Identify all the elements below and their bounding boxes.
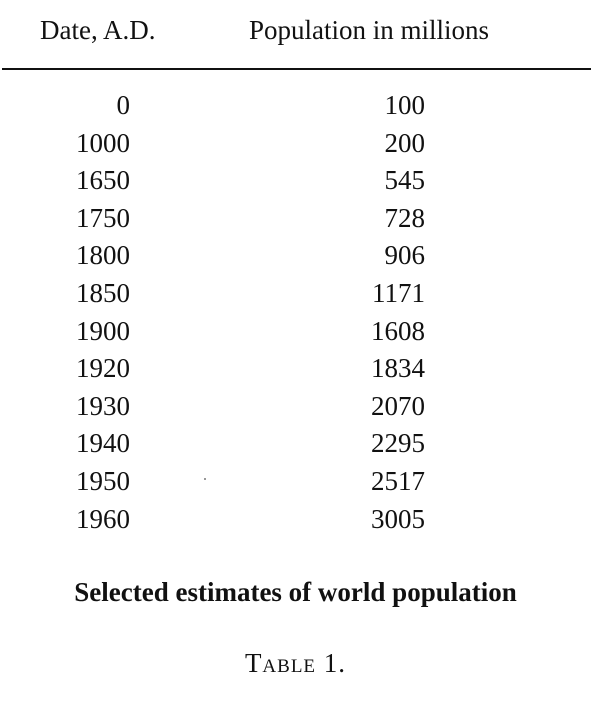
row-population: 200: [384, 127, 426, 158]
row-date: 1960: [76, 503, 130, 534]
table-row: 1920 1834: [0, 350, 591, 388]
row-date: 1930: [76, 390, 130, 421]
column-header-population: Population in millions: [249, 15, 490, 45]
table-row: 1960 3005: [0, 501, 591, 539]
row-date: 1650: [76, 165, 130, 196]
row-date: 1750: [76, 202, 130, 233]
row-population: 906: [384, 240, 426, 271]
table-row: 1930 2070: [0, 388, 591, 426]
row-population: 1171: [372, 277, 425, 308]
table-row: 1900 1608: [0, 313, 591, 351]
row-population: 1608: [371, 315, 425, 346]
row-date: 1940: [76, 428, 130, 459]
row-date: 1920: [76, 353, 130, 384]
table-label: Table 1.: [244, 648, 347, 678]
table-row: 1650 545: [0, 162, 591, 200]
population-table-body: 0 100 1000 200 1650 545 1750 728 1800 906 1850 1171…: [0, 87, 591, 538]
row-population: 728: [384, 202, 426, 233]
row-date: 1900: [76, 315, 130, 346]
header-rule: [2, 68, 591, 70]
table-row: 1940 2295: [0, 425, 591, 463]
column-header-date: Date, A.D.: [40, 15, 156, 45]
row-date: 1850: [76, 277, 130, 308]
row-population: 2070: [371, 390, 425, 421]
table-row: 1950 2517: [0, 463, 591, 501]
row-date: 1000: [76, 127, 130, 158]
table-row: 1800 906: [0, 237, 591, 275]
table-row: 1000 200: [0, 125, 591, 163]
row-population: 1834: [371, 353, 425, 384]
table-caption: Selected estimates of world population: [74, 577, 517, 607]
table-row: 1850 1171: [0, 275, 591, 313]
row-population: 2295: [371, 428, 425, 459]
row-population: 3005: [371, 503, 425, 534]
row-date: 0: [116, 90, 131, 120]
row-date: 1800: [76, 240, 130, 271]
row-population: 100: [384, 90, 426, 120]
row-population: 2517: [371, 465, 425, 496]
scan-speck: [204, 478, 206, 480]
table-row: 1750 728: [0, 200, 591, 238]
table-row: 0 100: [0, 87, 591, 125]
row-date: 1950: [76, 465, 130, 496]
row-population: 545: [384, 165, 426, 196]
